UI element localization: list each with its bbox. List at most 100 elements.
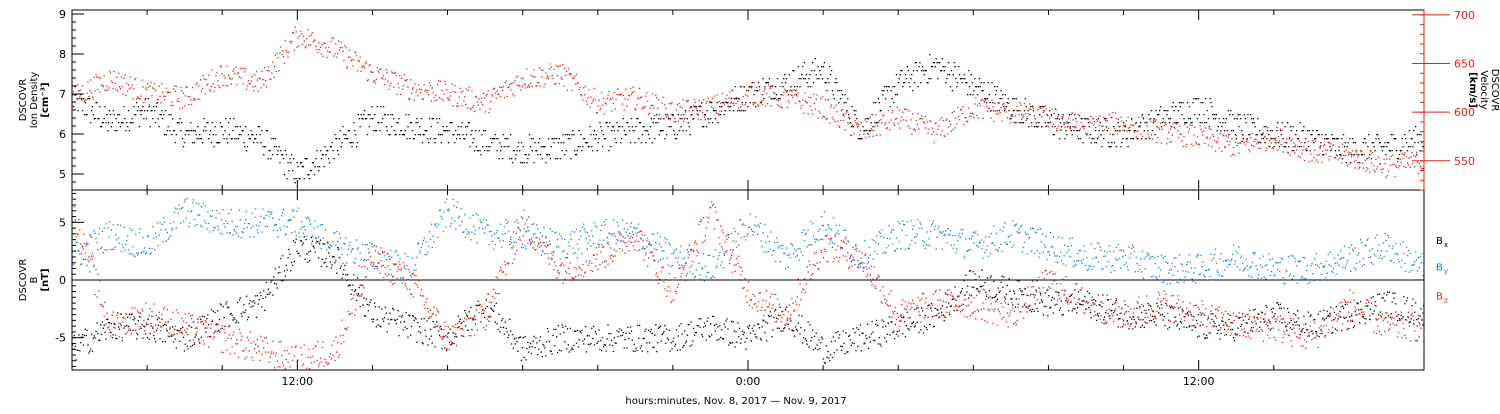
velocity-series-point bbox=[791, 95, 792, 96]
bx-series-point bbox=[272, 294, 273, 295]
by-series-point bbox=[576, 229, 577, 230]
by-series-point bbox=[411, 276, 412, 277]
density-series-point bbox=[1401, 138, 1402, 139]
density-series-point bbox=[82, 110, 83, 111]
density-series-point bbox=[523, 146, 524, 147]
velocity-series-point bbox=[607, 94, 608, 95]
velocity-series-point bbox=[864, 119, 865, 120]
bx-series-point bbox=[330, 261, 331, 262]
density-series-point bbox=[1335, 150, 1336, 151]
density-series-point bbox=[1208, 118, 1209, 119]
density-series-point bbox=[689, 126, 690, 127]
density-series-point bbox=[1300, 122, 1301, 123]
velocity-series-point bbox=[912, 113, 913, 114]
velocity-series-point bbox=[117, 90, 118, 91]
density-series-point bbox=[93, 114, 94, 115]
velocity-series-point bbox=[277, 53, 278, 54]
velocity-series-point bbox=[682, 99, 683, 100]
by-series-point bbox=[488, 225, 489, 226]
velocity-series-point bbox=[141, 95, 142, 96]
bx-series-point bbox=[241, 316, 242, 317]
velocity-series-point bbox=[1337, 159, 1338, 160]
velocity-series-point bbox=[861, 122, 862, 123]
by-series-point bbox=[868, 257, 869, 258]
by-series-point bbox=[1318, 279, 1319, 280]
by-series-point bbox=[720, 264, 721, 265]
velocity-series-point bbox=[1153, 120, 1154, 121]
velocity-series-point bbox=[809, 105, 810, 106]
velocity-series-point bbox=[1423, 168, 1424, 169]
by-series-point bbox=[992, 242, 993, 243]
velocity-series-point bbox=[1108, 128, 1109, 129]
velocity-series-point bbox=[884, 124, 885, 125]
by-series-point bbox=[795, 256, 796, 257]
velocity-series-point bbox=[903, 119, 904, 120]
velocity-series-point bbox=[779, 105, 780, 106]
density-series-point bbox=[1386, 146, 1387, 147]
by-series-point bbox=[982, 257, 983, 258]
by-series-point bbox=[500, 224, 501, 225]
by-series-point bbox=[1293, 275, 1294, 276]
bx-series-point bbox=[285, 276, 286, 277]
by-series-point bbox=[869, 247, 870, 248]
by-series-point bbox=[113, 224, 114, 225]
velocity-series-point bbox=[1314, 150, 1315, 151]
density-series-point bbox=[260, 142, 261, 143]
velocity-series-point bbox=[1100, 115, 1101, 116]
by-series-point bbox=[336, 231, 337, 232]
velocity-series-point bbox=[722, 93, 723, 94]
velocity-series-point bbox=[238, 72, 239, 73]
density-series-point bbox=[1183, 118, 1184, 119]
by-series-point bbox=[1011, 247, 1012, 248]
velocity-series-point bbox=[581, 95, 582, 96]
velocity-series-point bbox=[1330, 143, 1331, 144]
density-series-point bbox=[504, 146, 505, 147]
by-series-point bbox=[891, 229, 892, 230]
velocity-series-point bbox=[746, 90, 747, 91]
velocity-series-point bbox=[1348, 163, 1349, 164]
density-series-point bbox=[601, 130, 602, 131]
density-series-point bbox=[328, 158, 329, 159]
bx-series-point bbox=[277, 287, 278, 288]
density-series-point bbox=[227, 142, 228, 143]
by-series-point bbox=[442, 230, 443, 231]
bx-series-point bbox=[168, 321, 169, 322]
bx-series-point bbox=[236, 320, 237, 321]
velocity-series-point bbox=[268, 70, 269, 71]
by-series-point bbox=[553, 251, 554, 252]
by-series-point bbox=[197, 214, 198, 215]
by-series-point bbox=[734, 228, 735, 229]
velocity-series-point bbox=[586, 101, 587, 102]
velocity-series-point bbox=[145, 87, 146, 88]
density-series-point bbox=[823, 66, 824, 67]
legend-label: B bbox=[1436, 236, 1443, 247]
density-series-point bbox=[433, 118, 434, 119]
density-series-point bbox=[659, 134, 660, 135]
bx-series-point bbox=[140, 313, 141, 314]
by-series-point bbox=[237, 226, 238, 227]
velocity-series-point bbox=[343, 60, 344, 61]
by-series-point bbox=[422, 243, 423, 244]
by-series-point bbox=[671, 253, 672, 254]
velocity-series-point bbox=[1127, 117, 1128, 118]
by-series-point bbox=[1156, 278, 1157, 279]
velocity-series-point bbox=[1383, 159, 1384, 160]
velocity-series-point bbox=[702, 112, 703, 113]
velocity-series-point bbox=[1135, 123, 1136, 124]
density-series-point bbox=[169, 130, 170, 131]
density-series-point bbox=[1118, 122, 1119, 123]
velocity-series-point bbox=[1406, 156, 1407, 157]
by-series-point bbox=[649, 241, 650, 242]
density-series-point bbox=[109, 110, 110, 111]
velocity-series-point bbox=[291, 41, 292, 42]
by-series-point bbox=[1246, 258, 1247, 259]
density-series-point bbox=[118, 122, 119, 123]
bx-series-point bbox=[288, 249, 289, 250]
by-series-point bbox=[493, 249, 494, 250]
velocity-series-point bbox=[397, 83, 398, 84]
velocity-series-point bbox=[185, 95, 186, 96]
by-series-point bbox=[1362, 265, 1363, 266]
bx-series-point bbox=[85, 329, 86, 330]
velocity-series-point bbox=[1076, 121, 1077, 122]
velocity-series-point bbox=[88, 96, 89, 97]
